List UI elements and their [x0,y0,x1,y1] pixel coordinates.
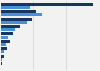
Bar [0,47,7,50]
Bar [0,3,93,6]
Bar [0,58,2,61]
Bar [0,32,13,35]
Bar [0,50,4,53]
Bar [0,65,2,68]
Bar [0,43,6,46]
Bar [0,28,15,31]
Bar [0,62,2,65]
Bar [0,36,8,39]
Bar [0,18,32,21]
Bar [0,13,42,16]
Bar [0,6,30,9]
Bar [0,10,36,13]
Bar [0,55,4,58]
Bar [0,21,27,24]
Bar [0,40,10,43]
Bar [0,25,20,28]
